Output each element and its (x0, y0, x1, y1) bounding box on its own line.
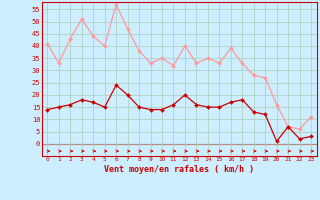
X-axis label: Vent moyen/en rafales ( km/h ): Vent moyen/en rafales ( km/h ) (104, 165, 254, 174)
